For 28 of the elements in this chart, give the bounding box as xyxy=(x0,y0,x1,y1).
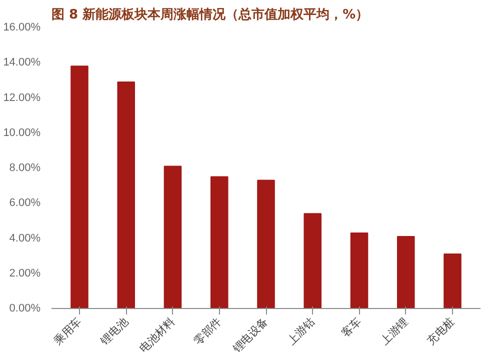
x-tick-label: 上游钴 xyxy=(284,314,318,348)
y-tick-label: 4.00% xyxy=(9,232,41,244)
y-tick-label: 12.00% xyxy=(3,92,41,104)
x-tick-label: 锂电设备 xyxy=(230,314,271,356)
x-tick-label: 充电桩 xyxy=(424,314,458,348)
y-tick-label: 14.00% xyxy=(3,56,41,69)
bar xyxy=(444,254,462,308)
x-tick-label: 零部件 xyxy=(191,314,224,348)
bar xyxy=(304,213,322,308)
x-tick-label: 锂电池 xyxy=(97,314,131,348)
bar xyxy=(164,166,182,308)
chart-title: 图 8 新能源板块本周涨幅情况（总市值加权平均，%） xyxy=(52,6,369,22)
y-tick-label: 8.00% xyxy=(9,162,41,174)
x-tick-label: 上游锂 xyxy=(378,314,410,348)
bar xyxy=(70,66,88,308)
y-tick-label: 16.00% xyxy=(3,22,41,34)
bar xyxy=(257,180,275,308)
bar xyxy=(350,232,368,308)
x-tick-label: 乘用车 xyxy=(52,314,84,348)
bar xyxy=(210,176,228,308)
y-tick-label: 6.00% xyxy=(9,197,41,210)
y-tick-label: 10.00% xyxy=(3,126,41,139)
y-tick-label: 2.00% xyxy=(9,267,41,280)
x-tick-label: 电池材料 xyxy=(137,314,178,356)
y-tick-label: 0.00% xyxy=(9,302,41,314)
bar xyxy=(397,236,415,308)
bar xyxy=(117,81,135,308)
x-tick-label: 客车 xyxy=(339,314,364,340)
